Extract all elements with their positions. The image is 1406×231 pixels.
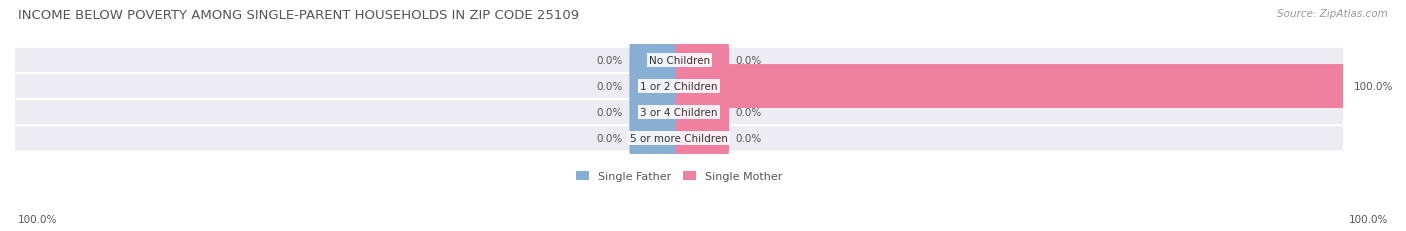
Text: 0.0%: 0.0% bbox=[596, 134, 623, 144]
Text: 1 or 2 Children: 1 or 2 Children bbox=[641, 82, 718, 92]
Text: 100.0%: 100.0% bbox=[1354, 82, 1393, 92]
FancyBboxPatch shape bbox=[15, 127, 1344, 151]
FancyBboxPatch shape bbox=[676, 39, 730, 82]
FancyBboxPatch shape bbox=[630, 65, 682, 109]
Text: 3 or 4 Children: 3 or 4 Children bbox=[641, 108, 718, 118]
FancyBboxPatch shape bbox=[630, 39, 682, 82]
Text: 0.0%: 0.0% bbox=[596, 82, 623, 92]
FancyBboxPatch shape bbox=[15, 101, 1344, 125]
Text: 0.0%: 0.0% bbox=[596, 56, 623, 66]
Text: INCOME BELOW POVERTY AMONG SINGLE-PARENT HOUSEHOLDS IN ZIP CODE 25109: INCOME BELOW POVERTY AMONG SINGLE-PARENT… bbox=[18, 9, 579, 22]
Text: Source: ZipAtlas.com: Source: ZipAtlas.com bbox=[1277, 9, 1388, 19]
Text: 100.0%: 100.0% bbox=[1348, 214, 1388, 224]
Legend: Single Father, Single Mother: Single Father, Single Mother bbox=[576, 171, 782, 182]
Text: 0.0%: 0.0% bbox=[596, 108, 623, 118]
Text: 0.0%: 0.0% bbox=[735, 134, 762, 144]
FancyBboxPatch shape bbox=[630, 117, 682, 161]
Text: 0.0%: 0.0% bbox=[735, 56, 762, 66]
Text: 0.0%: 0.0% bbox=[735, 108, 762, 118]
FancyBboxPatch shape bbox=[676, 117, 730, 161]
FancyBboxPatch shape bbox=[15, 49, 1344, 73]
FancyBboxPatch shape bbox=[676, 91, 730, 135]
FancyBboxPatch shape bbox=[630, 91, 682, 135]
FancyBboxPatch shape bbox=[15, 75, 1344, 99]
Text: 100.0%: 100.0% bbox=[18, 214, 58, 224]
Text: 5 or more Children: 5 or more Children bbox=[630, 134, 728, 144]
Text: No Children: No Children bbox=[648, 56, 710, 66]
FancyBboxPatch shape bbox=[676, 65, 1347, 109]
